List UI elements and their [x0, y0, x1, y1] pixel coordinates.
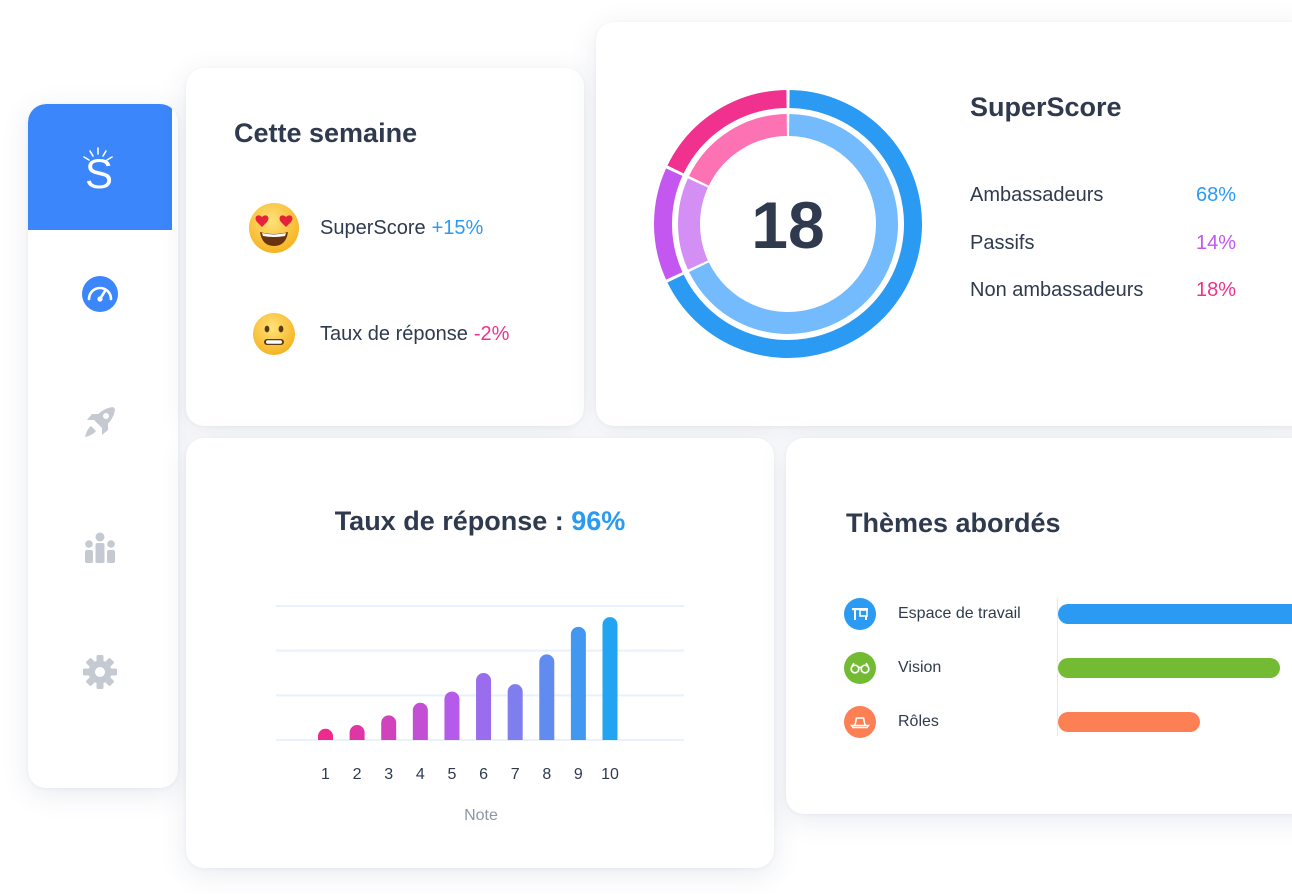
x-tick-label: 4 — [416, 766, 425, 783]
gear-icon — [83, 655, 117, 689]
themes-axis — [1057, 598, 1058, 736]
response-bar-chart: 1 2 3 4 5 6 7 8 9 10 Note — [276, 605, 684, 824]
x-tick-label: 2 — [353, 766, 362, 783]
themes-title: Thèmes abordés — [846, 508, 1061, 538]
bar-note-10 — [602, 617, 618, 740]
donut-segment-ambassadors-outer — [667, 90, 922, 358]
response-title-value: 96% — [571, 506, 626, 536]
theme-row-workspace: Espace de travail — [844, 598, 1021, 630]
theme-bar-roles — [1058, 712, 1200, 732]
x-axis-label: Note — [464, 807, 498, 824]
sidebar: S — [28, 104, 178, 788]
hat-icon — [844, 706, 876, 738]
metric-label: SuperScore — [320, 216, 426, 239]
bar-note-7 — [507, 684, 523, 740]
theme-row-roles: Rôles — [844, 706, 939, 738]
team-icon — [85, 532, 115, 563]
logo-block[interactable]: S — [28, 104, 172, 230]
theme-label: Vision — [898, 659, 942, 676]
response-title-prefix: Taux de réponse : — [334, 506, 572, 536]
theme-bar-workspace — [1058, 604, 1292, 624]
metric-response-rate: Taux de réponse -2% — [248, 308, 509, 360]
neutral-face-emoji-icon — [253, 313, 295, 355]
logo-icon: S — [83, 147, 113, 197]
superscore-title: SuperScore — [970, 92, 1122, 122]
bar-note-2 — [349, 725, 365, 740]
superscore-card: 18 SuperScore Ambassadeurs 68% Passifs 1… — [596, 22, 1292, 426]
nav-settings[interactable] — [80, 652, 120, 692]
bar-note-4 — [412, 702, 428, 740]
metric-superscore: SuperScore +15% — [248, 202, 483, 254]
legend-label: Passifs — [970, 232, 1035, 254]
nav-launch[interactable] — [80, 402, 120, 442]
bar-note-5 — [444, 691, 460, 740]
donut-segment-detractors-outer — [667, 90, 787, 174]
x-tick-label: 10 — [601, 766, 619, 783]
legend-label: Ambassadeurs — [970, 184, 1104, 206]
metric-label: Taux de réponse — [320, 322, 468, 345]
bar-note-1 — [318, 728, 333, 740]
x-tick-label: 3 — [384, 766, 393, 783]
rocket-icon — [85, 407, 115, 437]
week-title: Cette semaine — [234, 118, 418, 148]
x-tick-label: 8 — [542, 766, 551, 783]
nav-team[interactable] — [80, 528, 120, 568]
heart-eyes-emoji-icon — [249, 203, 299, 253]
response-rate-card: Taux de réponse : 96% 1 2 3 4 5 6 7 8 9 10 Note — [186, 438, 774, 868]
x-tick-label: 6 — [479, 766, 488, 783]
response-title: Taux de réponse : 96% — [186, 506, 774, 537]
week-card: Cette semaine SuperScore +15% Taux de ré… — [186, 68, 584, 426]
donut-segment-passives-inner — [678, 178, 709, 270]
logo-letter: S — [85, 150, 113, 197]
legend-ambassadors: Ambassadeurs 68% — [970, 184, 1236, 207]
legend-value: 14% — [1195, 232, 1236, 254]
bar-note-3 — [381, 715, 397, 740]
themes-card: Thèmes abordés Espace de travail Vision … — [786, 438, 1292, 814]
bar-note-6 — [476, 673, 492, 740]
superscore-donut: 18 — [654, 90, 922, 358]
x-tick-label: 1 — [321, 766, 330, 783]
legend-value: 18% — [1195, 279, 1236, 301]
donut-segment-ambassadors-inner — [689, 114, 898, 334]
legend-passives: Passifs 14% — [970, 232, 1236, 255]
x-tick-label: 7 — [511, 766, 520, 783]
theme-label: Espace de travail — [898, 605, 1021, 622]
legend-value: 68% — [1195, 184, 1236, 206]
speedometer-icon — [82, 276, 118, 312]
nav-dashboard[interactable] — [80, 274, 120, 314]
metric-value: +15% — [431, 216, 484, 239]
bar-note-9 — [570, 626, 586, 740]
legend-label: Non ambassadeurs — [970, 279, 1144, 301]
legend-detractors: Non ambassadeurs 18% — [970, 279, 1236, 302]
desk-icon — [844, 598, 876, 630]
donut-segment-detractors-inner — [689, 114, 788, 186]
metric-value: -2% — [473, 322, 510, 345]
score-value: 18 — [751, 188, 824, 262]
donut-segment-passives-outer — [654, 168, 683, 280]
theme-bar-vision — [1058, 658, 1280, 678]
x-tick-label: 5 — [447, 766, 456, 783]
bar-note-8 — [539, 654, 555, 740]
glasses-icon — [844, 652, 876, 684]
x-tick-label: 9 — [574, 766, 583, 783]
theme-row-vision: Vision — [844, 652, 941, 684]
theme-label: Rôles — [898, 713, 939, 730]
